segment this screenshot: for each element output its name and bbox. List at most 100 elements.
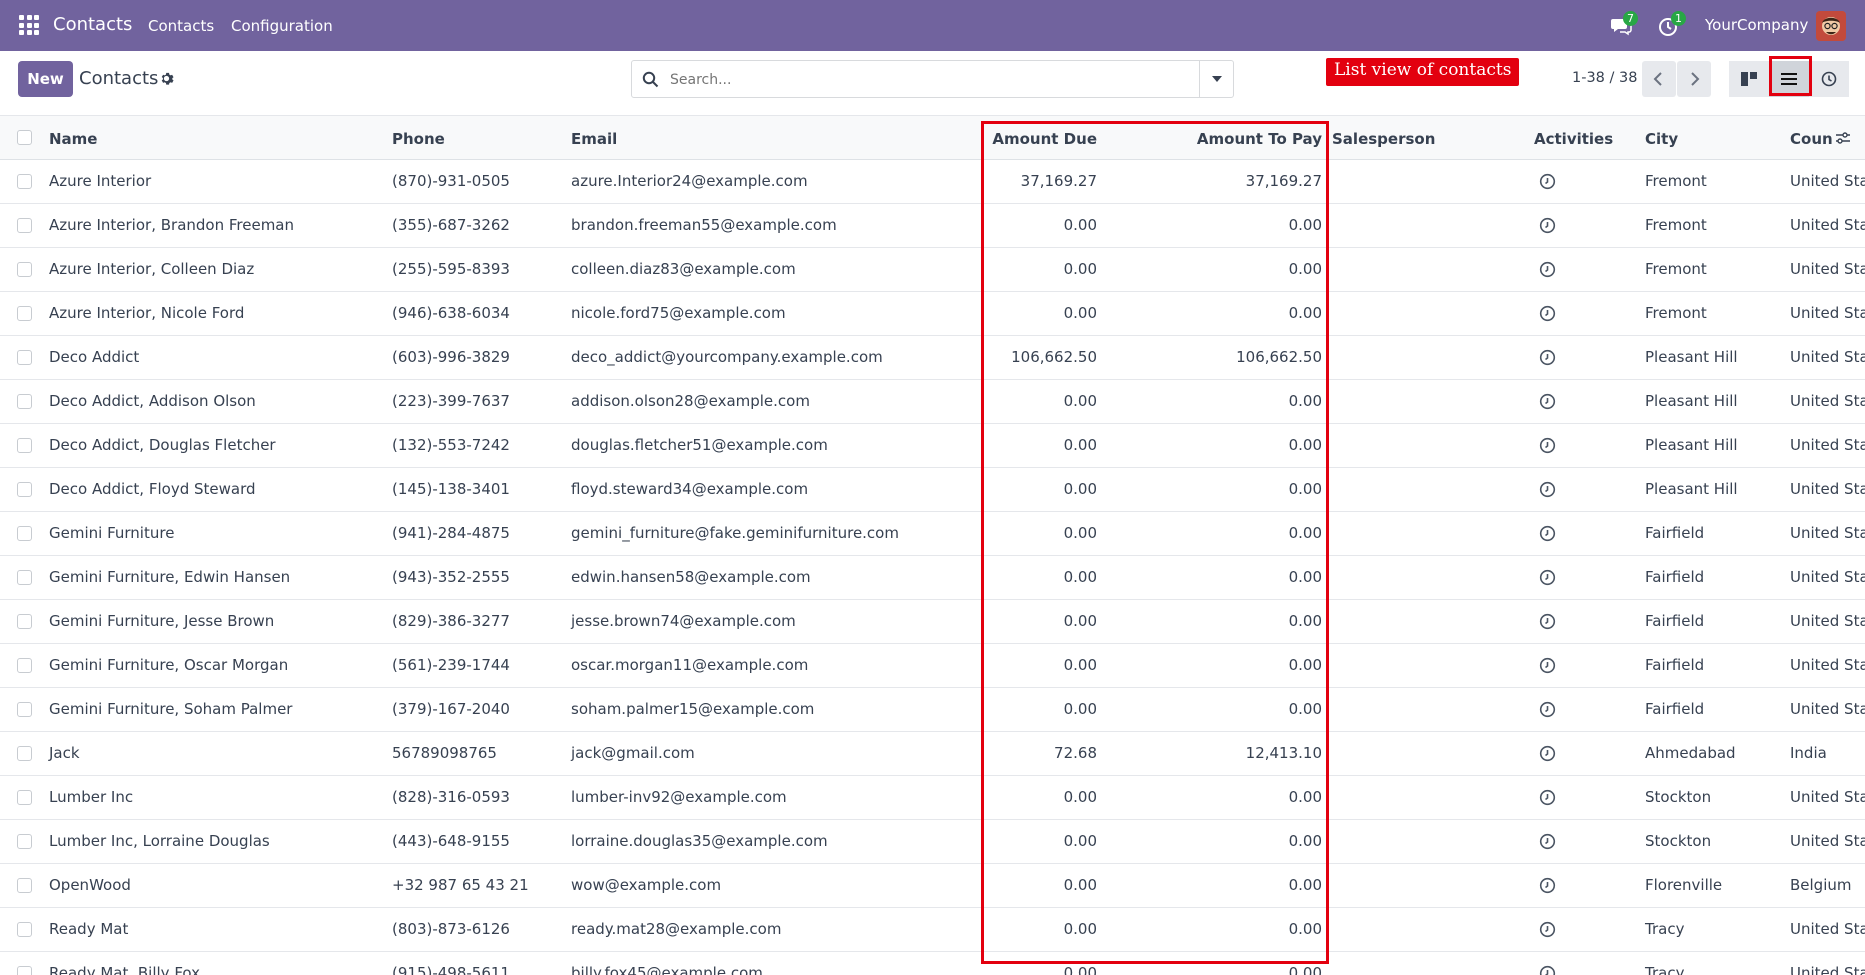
pager-previous-button[interactable] bbox=[1642, 61, 1676, 97]
col-amount-to-pay[interactable]: Amount To Pay bbox=[1196, 130, 1322, 148]
contact-name: OpenWood bbox=[49, 876, 131, 894]
row-checkbox[interactable] bbox=[17, 922, 32, 937]
highlight-list-view bbox=[1769, 56, 1812, 96]
activity-clock-icon[interactable] bbox=[1539, 877, 1556, 894]
messages-badge: 7 bbox=[1623, 11, 1638, 26]
contact-email: nicole.ford75@example.com bbox=[571, 304, 786, 322]
table-row[interactable]: Azure Interior, Colleen Diaz (255)-595-83… bbox=[0, 248, 1865, 292]
row-checkbox[interactable] bbox=[17, 174, 32, 189]
activities-clock-icon[interactable]: 1 bbox=[1658, 11, 1686, 37]
row-checkbox[interactable] bbox=[17, 218, 32, 233]
user-avatar[interactable] bbox=[1816, 11, 1846, 41]
table-row[interactable]: Lumber Inc, Lorraine Douglas (443)-648-91… bbox=[0, 820, 1865, 864]
contact-phone: (223)-399-7637 bbox=[392, 392, 510, 410]
activity-clock-icon[interactable] bbox=[1539, 261, 1556, 278]
col-amount-due[interactable]: Amount Due bbox=[992, 130, 1097, 148]
activity-clock-icon[interactable] bbox=[1539, 481, 1556, 498]
activity-clock-icon[interactable] bbox=[1539, 701, 1556, 718]
column-options-icon[interactable] bbox=[1835, 131, 1851, 149]
col-salesperson[interactable]: Salesperson bbox=[1332, 130, 1436, 148]
row-checkbox[interactable] bbox=[17, 350, 32, 365]
pager-next-button[interactable] bbox=[1677, 61, 1711, 97]
search-input[interactable] bbox=[670, 69, 1190, 91]
table-row[interactable]: Ready Mat, Billy Fox (915)-498-5611 billy.… bbox=[0, 952, 1865, 975]
col-phone[interactable]: Phone bbox=[392, 130, 445, 148]
col-name[interactable]: Name bbox=[49, 130, 98, 148]
col-city[interactable]: City bbox=[1645, 130, 1679, 148]
row-checkbox[interactable] bbox=[17, 394, 32, 409]
list-view-button[interactable] bbox=[1769, 61, 1809, 97]
activity-clock-icon[interactable] bbox=[1539, 525, 1556, 542]
company-switcher[interactable]: YourCompany bbox=[1705, 16, 1809, 34]
search-options-toggle[interactable] bbox=[1199, 61, 1233, 97]
row-checkbox[interactable] bbox=[17, 570, 32, 585]
activity-clock-icon[interactable] bbox=[1539, 745, 1556, 762]
gear-icon[interactable] bbox=[159, 71, 174, 86]
contact-phone: 56789098765 bbox=[392, 744, 497, 762]
table-row[interactable]: Jack 56789098765 jack@gmail.com 72.68 12,413… bbox=[0, 732, 1865, 776]
messages-icon[interactable]: 7 bbox=[1610, 11, 1638, 37]
row-checkbox[interactable] bbox=[17, 878, 32, 893]
table-row[interactable]: Azure Interior, Brandon Freeman (355)-687… bbox=[0, 204, 1865, 248]
activity-clock-icon[interactable] bbox=[1539, 173, 1556, 190]
activity-clock-icon[interactable] bbox=[1539, 657, 1556, 674]
row-checkbox[interactable] bbox=[17, 658, 32, 673]
table-row[interactable]: Gemini Furniture, Oscar Morgan (561)-239-… bbox=[0, 644, 1865, 688]
contact-name: Azure Interior, Colleen Diaz bbox=[49, 260, 255, 278]
table-row[interactable]: Azure Interior, Nicole Ford (946)-638-603… bbox=[0, 292, 1865, 336]
table-row[interactable]: Deco Addict (603)-996-3829 deco_addict@you… bbox=[0, 336, 1865, 380]
activity-clock-icon[interactable] bbox=[1539, 965, 1556, 975]
row-checkbox[interactable] bbox=[17, 966, 32, 975]
activity-clock-icon[interactable] bbox=[1539, 569, 1556, 586]
table-row[interactable]: Azure Interior (870)-931-0505 azure.Interi… bbox=[0, 160, 1865, 204]
apps-menu-icon[interactable] bbox=[19, 15, 39, 35]
table-row[interactable]: Lumber Inc (828)-316-0593 lumber-inv92@exa… bbox=[0, 776, 1865, 820]
activity-clock-icon[interactable] bbox=[1539, 393, 1556, 410]
table-row[interactable]: Gemini Furniture (941)-284-4875 gemini_fur… bbox=[0, 512, 1865, 556]
contact-city: Ahmedabad bbox=[1645, 744, 1736, 762]
activity-clock-icon[interactable] bbox=[1539, 305, 1556, 322]
kanban-view-button[interactable] bbox=[1729, 61, 1769, 97]
row-checkbox[interactable] bbox=[17, 482, 32, 497]
new-button[interactable]: New bbox=[18, 61, 73, 97]
row-checkbox[interactable] bbox=[17, 834, 32, 849]
row-checkbox[interactable] bbox=[17, 746, 32, 761]
row-checkbox[interactable] bbox=[17, 438, 32, 453]
select-all-checkbox[interactable] bbox=[17, 130, 32, 145]
row-checkbox[interactable] bbox=[17, 526, 32, 541]
table-row[interactable]: OpenWood +32 987 65 43 21 wow@example.com 0… bbox=[0, 864, 1865, 908]
row-checkbox[interactable] bbox=[17, 614, 32, 629]
table-row[interactable]: Ready Mat (803)-873-6126 ready.mat28@examp… bbox=[0, 908, 1865, 952]
activity-clock-icon[interactable] bbox=[1539, 833, 1556, 850]
table-row[interactable]: Gemini Furniture, Jesse Brown (829)-386-3… bbox=[0, 600, 1865, 644]
row-checkbox[interactable] bbox=[17, 306, 32, 321]
menu-contacts[interactable]: Contacts bbox=[148, 17, 215, 35]
contact-phone: (145)-138-3401 bbox=[392, 480, 510, 498]
row-checkbox[interactable] bbox=[17, 790, 32, 805]
table-row[interactable]: Deco Addict, Floyd Steward (145)-138-3401… bbox=[0, 468, 1865, 512]
activity-clock-icon[interactable] bbox=[1539, 349, 1556, 366]
contact-name: Lumber Inc, Lorraine Douglas bbox=[49, 832, 270, 850]
pager-value[interactable]: 1-38 / 38 bbox=[1572, 70, 1638, 86]
amount-to-pay: 0.00 bbox=[1288, 700, 1322, 718]
row-checkbox[interactable] bbox=[17, 262, 32, 277]
table-row[interactable]: Gemini Furniture, Edwin Hansen (943)-352-… bbox=[0, 556, 1865, 600]
activity-clock-icon[interactable] bbox=[1539, 789, 1556, 806]
app-title[interactable]: Contacts bbox=[53, 14, 133, 35]
col-email[interactable]: Email bbox=[571, 130, 618, 148]
table-row[interactable]: Gemini Furniture, Soham Palmer (379)-167-… bbox=[0, 688, 1865, 732]
activity-clock-icon[interactable] bbox=[1539, 613, 1556, 630]
activity-view-button[interactable] bbox=[1809, 61, 1849, 97]
activity-clock-icon[interactable] bbox=[1539, 217, 1556, 234]
menu-configuration[interactable]: Configuration bbox=[231, 17, 333, 35]
contact-name: Deco Addict, Douglas Fletcher bbox=[49, 436, 276, 454]
row-checkbox[interactable] bbox=[17, 702, 32, 717]
col-activities[interactable]: Activities bbox=[1534, 130, 1614, 148]
contact-email: brandon.freeman55@example.com bbox=[571, 216, 837, 234]
activity-clock-icon[interactable] bbox=[1539, 437, 1556, 454]
activity-clock-icon[interactable] bbox=[1539, 921, 1556, 938]
contact-country: United Sta bbox=[1790, 304, 1865, 322]
table-row[interactable]: Deco Addict, Addison Olson (223)-399-7637… bbox=[0, 380, 1865, 424]
table-row[interactable]: Deco Addict, Douglas Fletcher (132)-553-7… bbox=[0, 424, 1865, 468]
col-country[interactable]: Coun bbox=[1790, 130, 1833, 148]
